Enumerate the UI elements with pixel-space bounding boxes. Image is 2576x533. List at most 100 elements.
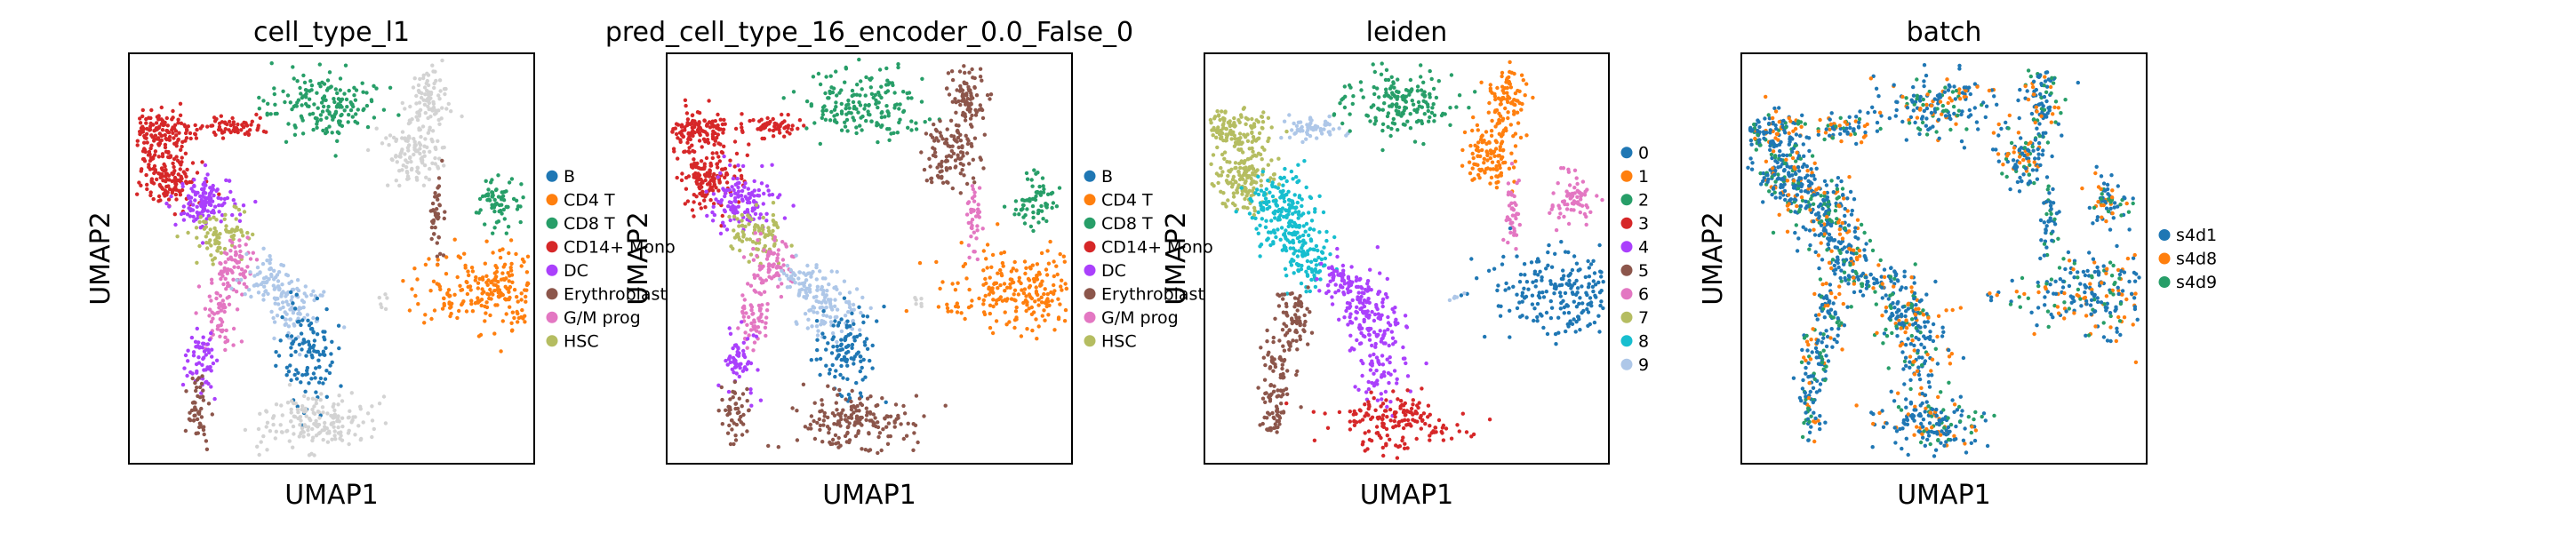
scatter-point — [145, 182, 149, 187]
scatter-point — [1383, 389, 1388, 394]
scatter-point — [805, 263, 810, 268]
scatter-point — [171, 131, 175, 135]
scatter-point — [1356, 290, 1361, 295]
scatter-point — [839, 317, 844, 322]
scatter-point — [435, 215, 439, 219]
scatter-point — [846, 110, 852, 115]
scatter-point — [484, 311, 488, 315]
scatter-point — [440, 58, 444, 63]
scatter-point — [435, 241, 439, 245]
scatter-point — [414, 148, 419, 153]
scatter-point — [860, 295, 865, 300]
scatter-point — [1052, 328, 1057, 332]
scatter-point — [311, 289, 316, 293]
scatter-point — [718, 171, 723, 176]
scatter-point — [289, 290, 293, 295]
scatter-point — [824, 108, 828, 113]
scatter-point — [728, 397, 732, 402]
scatter-point — [886, 111, 891, 115]
scatter-point — [1025, 207, 1029, 211]
scatter-point — [772, 238, 777, 243]
scatter-point — [967, 88, 972, 93]
scatter-point — [1032, 279, 1036, 284]
scatter-point — [965, 137, 970, 141]
scatter-point — [796, 292, 802, 297]
scatter-point — [415, 165, 420, 171]
scatter-point — [791, 90, 796, 94]
scatter-point — [1014, 268, 1019, 273]
scatter-point — [849, 404, 854, 410]
scatter-point — [819, 322, 823, 327]
scatter-point — [771, 116, 775, 122]
scatter-point — [135, 143, 140, 147]
scatter-point — [400, 136, 404, 140]
scatter-point — [1030, 328, 1035, 333]
scatter-point — [740, 125, 744, 130]
scatter-point — [195, 260, 199, 265]
scatter-point — [1304, 185, 1308, 190]
scatter-point — [875, 121, 879, 125]
scatter-point — [1036, 298, 1041, 302]
scatter-point — [830, 330, 836, 336]
scatter-point — [276, 270, 282, 274]
scatter-point — [1426, 415, 1430, 419]
scatter-point — [883, 115, 887, 119]
scatter-point — [469, 266, 475, 270]
scatter-point — [757, 264, 762, 268]
scatter-point — [254, 258, 260, 262]
scatter-point — [509, 273, 515, 277]
scatter-point — [845, 319, 850, 323]
scatter-point — [1226, 198, 1230, 203]
scatter-point — [1281, 183, 1285, 187]
scatter-point — [1236, 140, 1240, 145]
scatter-point — [835, 269, 839, 274]
scatter-point — [694, 179, 699, 184]
scatter-point — [1362, 290, 1366, 296]
scatter-point — [217, 124, 222, 130]
scatter-point — [184, 179, 188, 184]
scatter-point — [1266, 179, 1270, 183]
scatter-point — [845, 377, 850, 381]
scatter-point — [1380, 373, 1384, 378]
scatter-point — [812, 401, 817, 405]
scatter-point — [895, 131, 900, 135]
scatter-point — [1373, 341, 1378, 346]
scatter-point — [415, 117, 420, 123]
scatter-point — [1362, 319, 1366, 324]
scatter-point — [394, 155, 398, 159]
scatter-point — [219, 276, 223, 282]
scatter-point — [276, 302, 281, 306]
scatter-point — [1308, 133, 1313, 139]
scatter-point — [778, 131, 782, 135]
scatter-point — [806, 271, 811, 275]
scatter-point — [160, 128, 165, 132]
scatter-point — [1328, 252, 1332, 257]
scatter-point — [826, 384, 830, 388]
scatter-point — [1369, 438, 1374, 443]
scatter-point — [261, 434, 266, 439]
scatter-point — [749, 321, 754, 326]
scatter-point — [938, 286, 942, 291]
scatter-point — [195, 369, 199, 374]
scatter-point — [1384, 398, 1388, 402]
scatter-point — [966, 243, 972, 248]
scatter-point — [1036, 220, 1041, 225]
scatter-point — [1388, 322, 1393, 328]
scatter-point — [727, 411, 732, 416]
scatter-point — [429, 137, 434, 142]
scatter-point — [849, 399, 853, 404]
scatter-point — [257, 452, 261, 457]
scatter-point — [227, 302, 232, 306]
scatter-point — [148, 121, 153, 126]
scatter-point — [1284, 274, 1289, 278]
scatter-point — [509, 321, 514, 325]
scatter-point — [1284, 324, 1289, 329]
scatter-point — [1042, 291, 1046, 297]
scatter-point — [724, 191, 728, 195]
scatter-point — [335, 139, 340, 143]
scatter-point — [182, 366, 187, 370]
scatter-point — [140, 107, 145, 113]
scatter-point — [239, 267, 244, 272]
scatter-point — [219, 128, 223, 132]
scatter-point — [824, 363, 828, 368]
